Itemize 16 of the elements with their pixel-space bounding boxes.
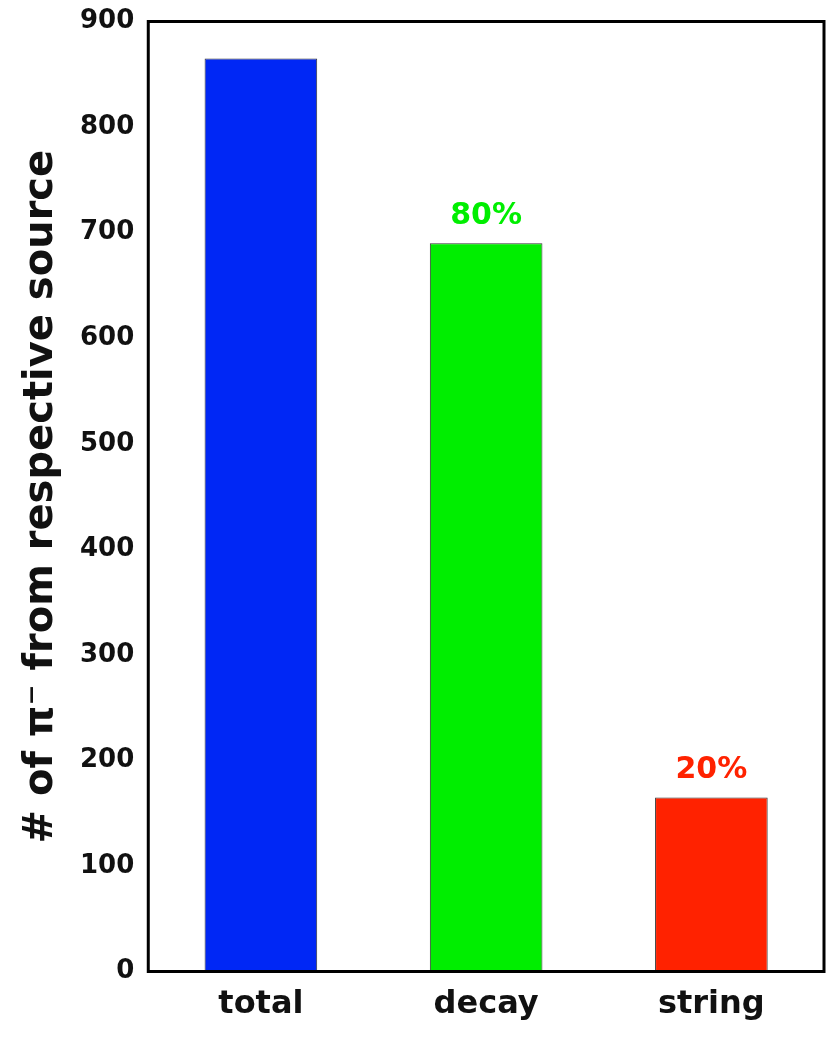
- x-tick-label: total: [218, 983, 304, 1022]
- y-tick-label: 700: [79, 215, 135, 246]
- y-axis-title: # of π⁻ from respective source: [15, 149, 62, 844]
- y-tick-label: 300: [79, 637, 135, 668]
- y-tick-label: 600: [79, 321, 135, 352]
- x-tick-label: decay: [433, 983, 539, 1022]
- y-tick-label: 200: [79, 743, 135, 774]
- annotation: 80%: [450, 196, 523, 232]
- annotation: 20%: [675, 750, 748, 786]
- y-tick-label: 900: [79, 4, 135, 35]
- y-tick-label: 100: [79, 848, 135, 879]
- y-tick-label: 400: [79, 532, 135, 563]
- y-tick-label: 800: [79, 109, 135, 140]
- x-tick-label: string: [657, 983, 765, 1022]
- y-tick-label: 500: [79, 426, 135, 457]
- y-tick-label: 0: [116, 954, 135, 985]
